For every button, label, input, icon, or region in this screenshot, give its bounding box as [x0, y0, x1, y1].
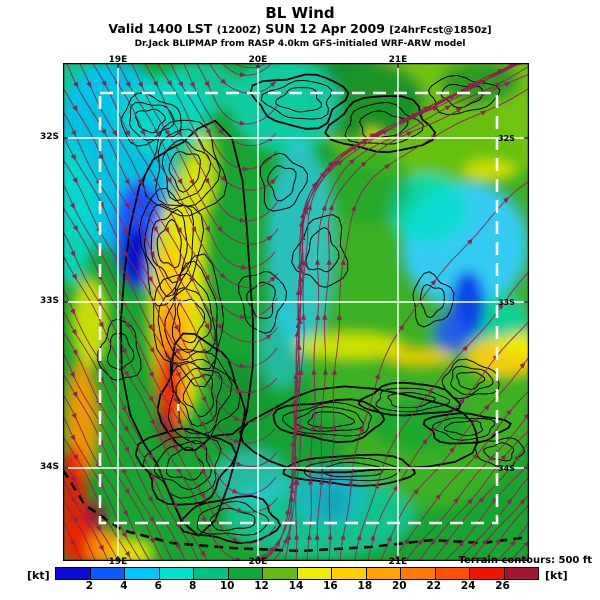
colorbar-unit-right: [kt]: [545, 569, 568, 582]
terrain-note: Terrain contours: 500 ft: [458, 555, 592, 566]
forecast-run-info: [24hrFcst@1850z]: [389, 25, 492, 36]
colorbar-cell: [401, 568, 436, 579]
colorbar-tick: 6: [154, 580, 162, 592]
colorbar-tick: 26: [495, 580, 510, 592]
lat-label-left: 33S: [39, 296, 59, 306]
right-lat-label: 33S: [498, 298, 515, 307]
colorbar-cell: [470, 568, 505, 579]
colorbar-tick: 14: [288, 580, 304, 592]
colorbar-cell: [159, 568, 194, 579]
valid-time-utc: (1200Z): [216, 25, 261, 36]
colorbar-tick: 22: [426, 580, 442, 592]
colorbar-cell: [125, 568, 160, 579]
lon-label-bottom: 20E: [248, 557, 268, 567]
colorbar-cell: [297, 568, 332, 579]
valid-date: SUN 12 Apr 2009: [265, 21, 385, 36]
colorbar-tick: 16: [323, 580, 338, 592]
lat-label-left: 32S: [39, 132, 59, 142]
colorbar-cell: [435, 568, 470, 579]
colorbar-tick: 10: [219, 580, 235, 592]
colorbar: [55, 567, 539, 580]
valid-time: Valid 1400 LST: [108, 21, 213, 36]
lon-label-top: 19E: [108, 55, 128, 65]
colorbar-tick: 8: [189, 580, 197, 592]
lon-label-top: 20E: [248, 55, 268, 65]
colorbar-cell: [228, 568, 263, 579]
chart-subtitle: Valid 1400 LST (1200Z) SUN 12 Apr 2009 […: [0, 21, 600, 36]
wind-map: 32S 33S 34S: [63, 63, 529, 561]
colorbar-cell: [90, 568, 125, 579]
colorbar-cell: [56, 568, 91, 579]
chart-attribution: Dr.Jack BLIPMAP from RASP 4.0km GFS-init…: [134, 39, 466, 49]
colorbar-cell: [194, 568, 229, 579]
colorbar-unit-left: [kt]: [27, 569, 50, 582]
colorbar-tick: 20: [391, 580, 407, 592]
colorbar-cell: [332, 568, 367, 579]
right-lat-label: 34S: [498, 464, 515, 473]
lon-label-top: 21E: [388, 55, 408, 65]
colorbar-tick: 24: [460, 580, 476, 592]
right-lat-label: 32S: [498, 134, 515, 143]
lat-label-left: 34S: [39, 462, 59, 472]
lon-label-bottom: 21E: [388, 557, 408, 567]
colorbar-tick: 18: [357, 580, 373, 592]
colorbar-tick: 12: [254, 580, 269, 592]
colorbar-cell: [504, 568, 538, 579]
colorbar-tick: 2: [85, 580, 94, 592]
colorbar-cell: [263, 568, 298, 579]
chart-title: BL Wind: [265, 4, 335, 22]
lon-label-bottom: 19E: [108, 557, 128, 567]
colorbar-tick: 4: [120, 580, 128, 592]
colorbar-cell: [366, 568, 401, 579]
